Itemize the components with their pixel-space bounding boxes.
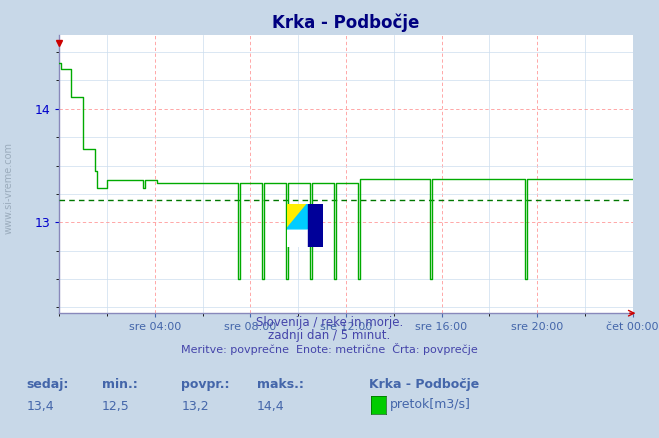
Polygon shape [287, 204, 308, 229]
Text: min.:: min.: [102, 378, 138, 391]
Text: 13,4: 13,4 [26, 399, 54, 413]
Text: pretok[m3/s]: pretok[m3/s] [390, 398, 471, 411]
Text: 12,5: 12,5 [102, 399, 130, 413]
Text: Meritve: povprečne  Enote: metrične  Črta: povprečje: Meritve: povprečne Enote: metrične Črta:… [181, 343, 478, 355]
Polygon shape [308, 204, 323, 247]
Text: Slovenija / reke in morje.: Slovenija / reke in morje. [256, 316, 403, 329]
Text: Krka - Podbočje: Krka - Podbočje [369, 378, 479, 391]
Text: zadnji dan / 5 minut.: zadnji dan / 5 minut. [268, 329, 391, 343]
Text: maks.:: maks.: [257, 378, 304, 391]
Text: sedaj:: sedaj: [26, 378, 69, 391]
Text: www.si-vreme.com: www.si-vreme.com [3, 142, 14, 234]
Title: Krka - Podbočje: Krka - Podbočje [272, 14, 420, 32]
Text: 14,4: 14,4 [257, 399, 285, 413]
Text: povpr.:: povpr.: [181, 378, 230, 391]
Text: 13,2: 13,2 [181, 399, 209, 413]
Polygon shape [287, 204, 308, 229]
